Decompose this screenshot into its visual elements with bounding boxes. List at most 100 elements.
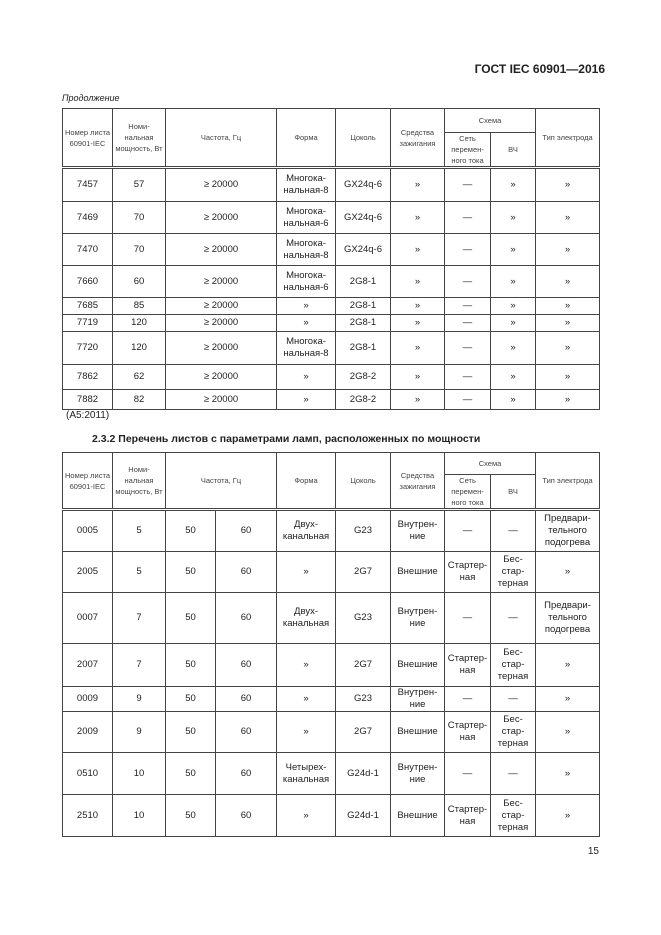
table-cell: 7660 xyxy=(62,265,113,298)
table-cell: 60 xyxy=(214,551,278,593)
table-cell: 50 xyxy=(165,551,216,593)
col-scheme: Схема xyxy=(444,108,536,133)
table-cell: Бес-стар-терная xyxy=(490,711,537,753)
amendment-note: (А5:2011) xyxy=(66,410,110,421)
table-row: 2007 7 50 60» 2G7 Внешние Стартер-ная Бес-стар-… xyxy=(62,643,601,687)
table-cell: » xyxy=(390,233,445,266)
col-electrode: Тип электрода xyxy=(535,452,601,511)
table-cell: » xyxy=(390,297,445,315)
table-cell: » xyxy=(390,201,445,234)
continuation-label: Продолжение xyxy=(62,93,120,103)
table-cell: ≥ 20000 xyxy=(165,314,277,332)
table-row: 7720 120 ≥ 20000 Многока-нальная-8 2G8-1» —»» xyxy=(62,331,600,365)
standard-header: ГОСТ IEC 60901—2016 xyxy=(474,62,605,76)
table-cell: 10 xyxy=(112,752,166,795)
table-cell: Внутрен-ние xyxy=(390,592,446,644)
table-cell: 70 xyxy=(112,201,166,234)
table-row: 7862 62 ≥ 20000» 2G8-2» —»» xyxy=(62,364,600,390)
table-cell: » xyxy=(276,364,336,390)
table-cell: 85 xyxy=(112,297,166,315)
table-cell: 60 xyxy=(214,794,278,837)
table-cell: 2510 xyxy=(62,794,113,837)
table-cell: 120 xyxy=(112,314,166,332)
table-cell: » xyxy=(535,389,600,410)
table-cell: » xyxy=(490,389,536,410)
table-cell: — xyxy=(444,686,492,712)
table-cell: Многока-нальная-6 xyxy=(276,201,336,234)
table-cell: 50 xyxy=(165,752,216,795)
table-cell: — xyxy=(490,509,537,552)
table-cell: — xyxy=(444,233,491,266)
table-cell: 50 xyxy=(165,643,216,687)
table-cell: Четырех-канальная xyxy=(276,752,337,795)
col-hf: ВЧ xyxy=(490,132,536,169)
table-cell: » xyxy=(535,265,600,298)
table-cell: » xyxy=(535,686,601,712)
table-cell: 120 xyxy=(112,331,166,365)
table-cell: » xyxy=(276,551,337,593)
table-row: 7719 120 ≥ 20000» 2G8-1» —»» xyxy=(62,314,600,332)
table-row: 2005 5 50 60» 2G7 Внешние Стартер-ная Бес-стар-… xyxy=(62,551,601,593)
table-cell: 2G8-1 xyxy=(335,331,391,365)
table-row: 7660 60 ≥ 20000 Многока-нальная-6 2G8-1» —»» xyxy=(62,265,600,298)
table-cell: » xyxy=(535,711,601,753)
table-row: 7469 70 ≥ 20000 Многока-нальная-6 GX24q-6» —»… xyxy=(62,201,600,234)
table-cell: » xyxy=(535,794,601,837)
col-electrode: Тип электрода xyxy=(535,108,600,169)
table-cell: — xyxy=(444,297,491,315)
table-cell: — xyxy=(444,389,491,410)
col-ignition: Средства зажигания xyxy=(390,452,446,511)
table-cell: ≥ 20000 xyxy=(165,364,277,390)
table-cell: — xyxy=(490,686,537,712)
table-cell: ≥ 20000 xyxy=(165,233,277,266)
table-cell: G24d-1 xyxy=(335,794,392,837)
col-scheme: Схема xyxy=(444,452,537,475)
table-cell: 7 xyxy=(112,592,166,644)
table-cell: 7469 xyxy=(62,201,113,234)
table-cell: 10 xyxy=(112,794,166,837)
table-cell: — xyxy=(444,592,492,644)
table-cell: » xyxy=(276,314,336,332)
table-cell: 0009 xyxy=(62,686,113,712)
table-cell: — xyxy=(444,314,491,332)
table-cell: » xyxy=(490,364,536,390)
table-cell: Многока-нальная-6 xyxy=(276,265,336,298)
table-cell: Многока-нальная-8 xyxy=(276,167,336,202)
table-cell: Внешние xyxy=(390,711,446,753)
table-cell: 60 xyxy=(214,592,278,644)
table-cell: 50 xyxy=(165,686,216,712)
table-cell: 5 xyxy=(112,551,166,593)
table-cell: » xyxy=(535,201,600,234)
table-cell: Внешние xyxy=(390,551,446,593)
table-cell: Внешние xyxy=(390,643,446,687)
table-cell: 2007 xyxy=(62,643,113,687)
table-cell: Внутрен-ние xyxy=(390,686,446,712)
col-frequency: Частота, Гц xyxy=(165,108,277,169)
table-cell: 7470 xyxy=(62,233,113,266)
col-mains: Сеть перемен-ного тока xyxy=(444,474,492,511)
col-frequency: Частота, Гц xyxy=(164,452,278,511)
table-cell: 9 xyxy=(112,686,166,712)
table-cell: ≥ 20000 xyxy=(165,297,277,315)
table-cell: 2009 xyxy=(62,711,113,753)
table-cell: » xyxy=(276,297,336,315)
table-cell: » xyxy=(490,233,536,266)
table-cell: Предвари-тельного подогрева xyxy=(535,592,601,644)
table-row: 0009 9 50 60» G23 Внутрен-ние — —» xyxy=(62,686,601,712)
table-cell: 50 xyxy=(165,509,216,552)
table-cell: Многока-нальная-8 xyxy=(276,331,336,365)
page-number: 15 xyxy=(587,846,599,857)
col-power: Номи-нальная мощность, Вт xyxy=(112,452,166,511)
table-cell: G23 xyxy=(335,509,392,552)
table-cell: G23 xyxy=(335,592,392,644)
table-cell: Внутрен-ние xyxy=(390,752,446,795)
table-cell: » xyxy=(276,711,337,753)
table-cell: Двух-канальная xyxy=(276,509,337,552)
table-cell: 9 xyxy=(112,711,166,753)
table-cell: 2G7 xyxy=(335,643,392,687)
table-cell: 7862 xyxy=(62,364,113,390)
table-cell: 2G7 xyxy=(335,711,392,753)
col-shape: Форма xyxy=(276,108,336,169)
table-cell: » xyxy=(535,167,600,202)
